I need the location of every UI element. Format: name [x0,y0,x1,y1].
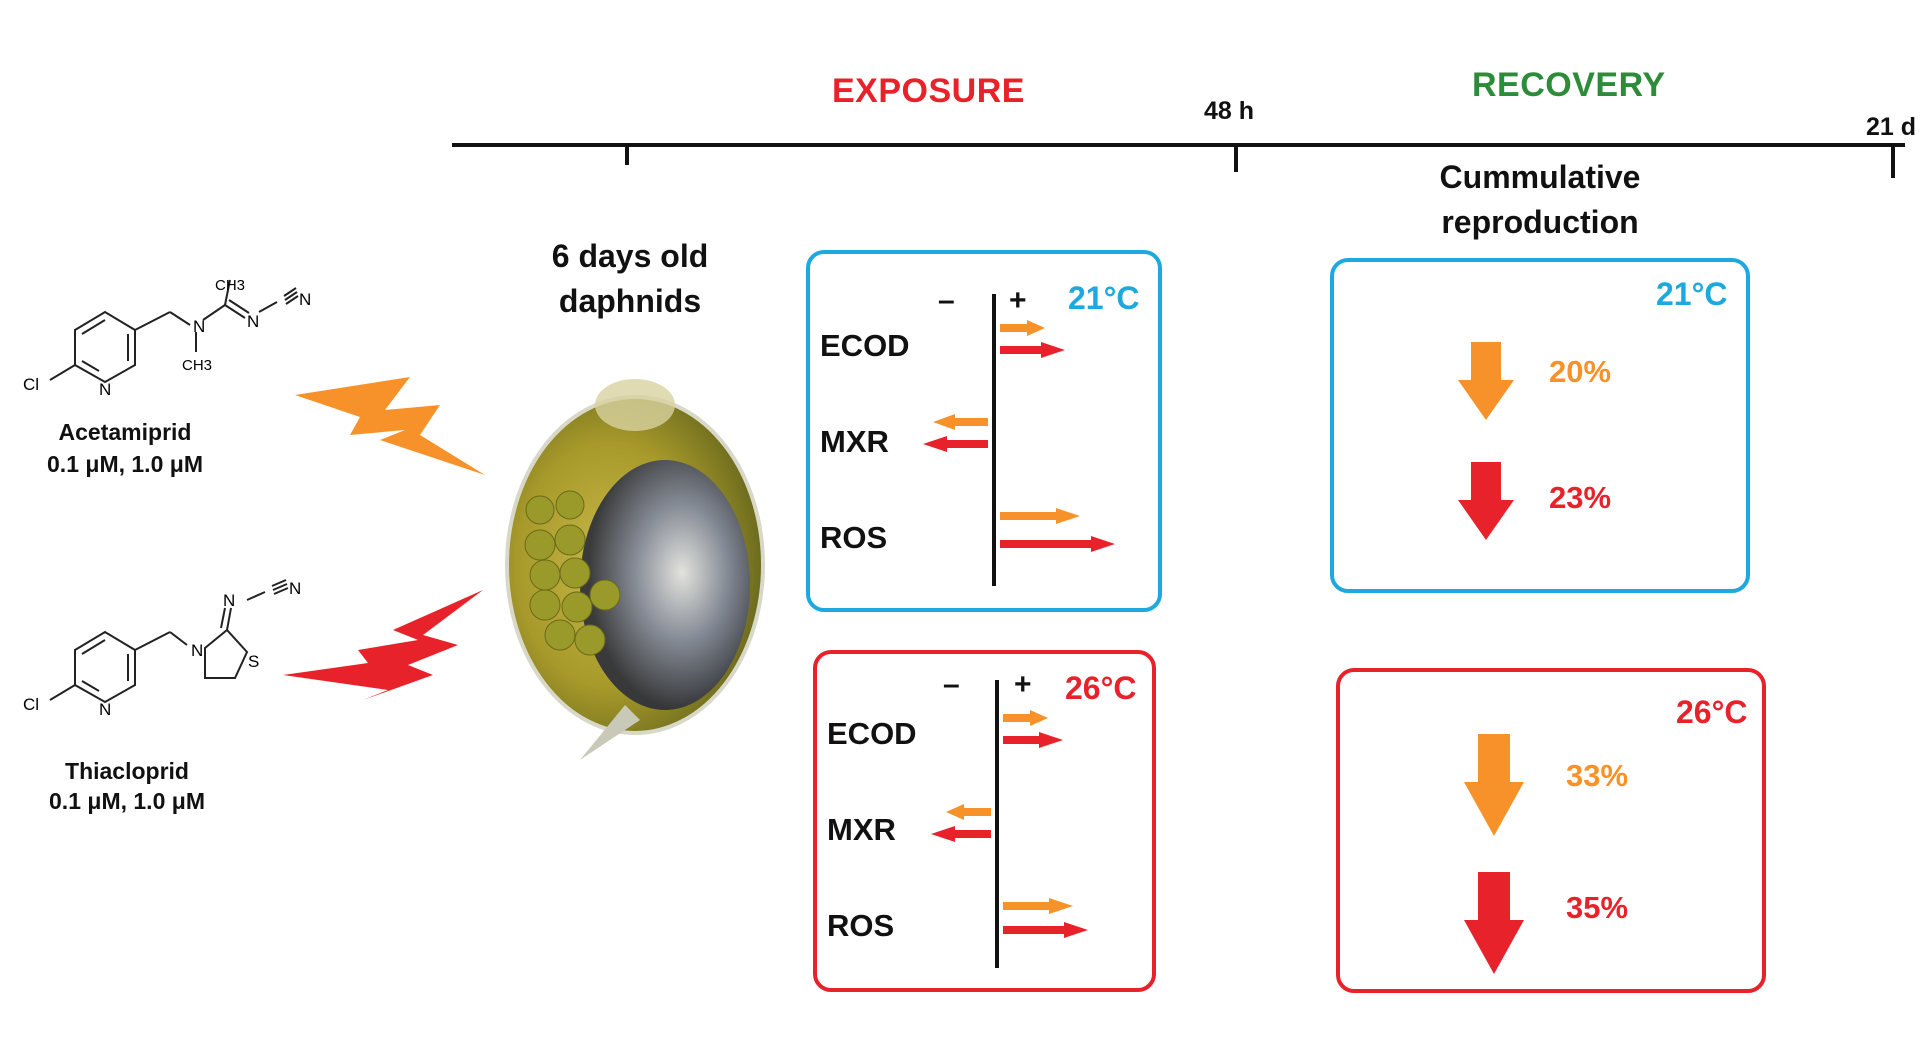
tick-label-48h: 48 h [1204,97,1255,125]
tick-label-21d: 21 d [1866,113,1917,141]
exposure-label: EXPOSURE [832,72,1025,110]
exposure-panel-26c: – + 26°C ECOD MXR ROS [813,650,1156,992]
mxr-orange-arrow [946,804,991,820]
acetamiprid-n-nitrile: N [299,290,311,309]
recovery-panel-26c: 26°C 33% 35% [1336,668,1766,993]
ros-orange-arrow [1003,898,1073,914]
exposure-arrows-26c [931,680,1088,968]
organism-label-line2: daphnids [558,283,702,319]
down-arrow-icon [1458,462,1514,540]
plus-sign: + [1014,668,1032,701]
organism-label-line1: 6 days old [551,238,709,274]
mxr-orange-arrow [933,414,988,430]
thiacloprid-s: S [248,652,259,671]
recovery-value: 20% [1549,354,1612,389]
thiacloprid-n-nitrile: N [289,579,301,598]
thiacloprid-ring-n: N [99,700,111,719]
row-label-ecod: ECOD [820,328,910,363]
recovery-panel-21c: 21°C 20% 23% [1330,258,1750,593]
recovery-value: 23% [1549,480,1612,515]
acetamiprid-name: Acetamiprid [58,419,192,445]
thiacloprid-name: Thiacloprid [65,758,189,784]
ecod-orange-arrow [1000,320,1045,336]
recovery-value: 35% [1566,890,1629,925]
exposure-temperature-26c: 26°C [1065,670,1137,706]
acetamiprid-ring-n: N [99,380,111,399]
ecod-red-arrow [1000,342,1065,358]
thiacloprid-cl: Cl [23,695,39,714]
ros-red-arrow [1003,922,1088,938]
row-label-mxr: MXR [820,424,889,459]
thiacloprid-concentration: 0.1 μM, 1.0 μM [49,788,205,814]
row-label-ecod: ECOD [827,716,917,751]
minus-sign: – [943,668,960,701]
recovery-temperature-21c: 21°C [1656,276,1728,312]
row-label-ros: ROS [827,908,895,943]
acetamiprid-cl: Cl [23,375,39,394]
ecod-red-arrow [1003,732,1063,748]
recovery-temperature-26c: 26°C [1676,694,1748,730]
recovery-label: RECOVERY [1472,66,1666,104]
thiacloprid-structure: N N N S Cl N [23,579,301,719]
recovery-value: 33% [1566,758,1629,793]
acetamiprid-concentration: 0.1 μM, 1.0 μM [47,451,203,477]
exposure-temperature-21c: 21°C [1068,280,1140,316]
daphnia-image [505,379,765,760]
minus-sign: – [938,284,955,317]
lightning-bolt-orange [295,377,485,475]
thiacloprid-n-ring: N [191,641,203,660]
exposure-arrows-21c [923,294,1115,586]
exposure-panel-21c: – + 21°C ECOD MXR ROS [806,250,1162,612]
mxr-red-arrow [923,436,988,452]
down-arrow-icon [1464,872,1524,974]
row-label-mxr: MXR [827,812,896,847]
acetamiprid-ch3-bottom: CH3 [182,357,212,374]
thiacloprid-n-imine: N [223,591,235,610]
timeline-axis [452,143,1905,178]
plus-sign: + [1009,284,1027,317]
recovery-title-line2: reproduction [1441,204,1639,240]
down-arrow-icon [1464,734,1524,836]
acetamiprid-n-imine: N [247,312,259,331]
recovery-title-line1: Cummulative [1439,159,1641,195]
down-arrow-icon [1458,342,1514,420]
row-label-ros: ROS [820,520,888,555]
mxr-red-arrow [931,826,991,842]
ros-orange-arrow [1000,508,1080,524]
acetamiprid-structure: N CH3 CH3 N N Cl N [23,277,311,399]
lightning-bolt-red [283,590,483,700]
ecod-orange-arrow [1003,710,1048,726]
acetamiprid-n-amine: N [193,317,205,336]
acetamiprid-ch3-top: CH3 [215,277,245,294]
ros-red-arrow [1000,536,1115,552]
